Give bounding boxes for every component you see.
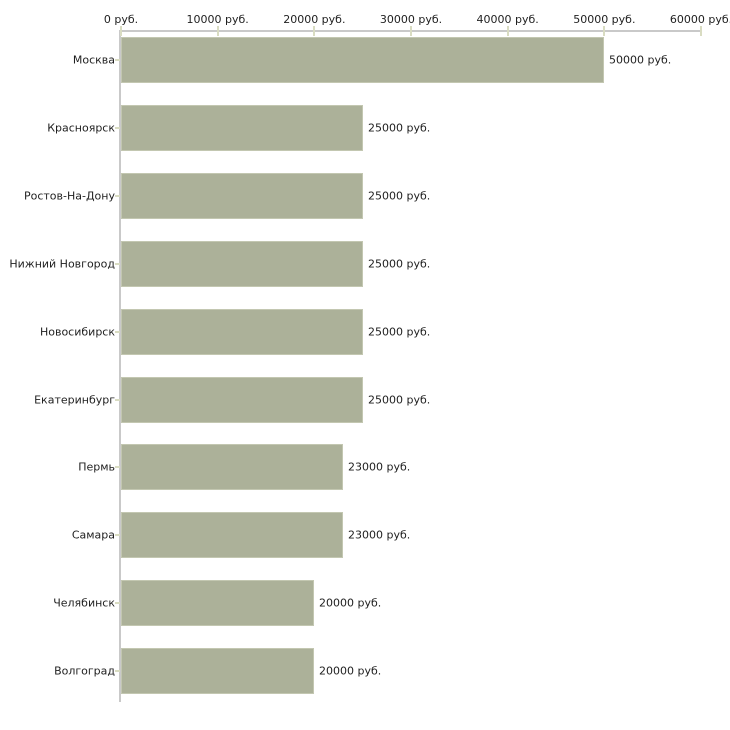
value-label: 25000 руб. (368, 257, 431, 271)
y-axis-tick-mark (115, 194, 120, 197)
bar-9 (121, 580, 314, 627)
x-axis-tick-mark (410, 26, 412, 36)
x-axis-tick-label: 40000 руб. (476, 13, 539, 26)
value-label: 25000 руб. (368, 325, 431, 339)
value-label: 25000 руб. (368, 189, 431, 203)
y-axis-tick-mark (115, 262, 120, 265)
category-label: Красноярск (47, 121, 115, 135)
bar-6 (121, 376, 363, 423)
y-axis-tick-mark (115, 330, 120, 333)
y-axis-tick-mark (115, 670, 120, 673)
category-label: Пермь (78, 460, 115, 474)
bar-2 (121, 104, 363, 151)
x-axis-tick-label: 50000 руб. (573, 13, 636, 26)
x-axis-tick-label: 0 руб. (103, 13, 139, 26)
x-axis-tick-label: 20000 руб. (283, 13, 346, 26)
y-axis-tick-mark (115, 59, 120, 61)
value-label: 25000 руб. (368, 121, 431, 135)
y-axis-tick-mark (115, 602, 120, 605)
x-axis-tick-mark (120, 26, 122, 36)
x-axis-tick-mark (700, 26, 702, 36)
x-axis-tick-label: 10000 руб. (186, 13, 249, 26)
value-label: 23000 руб. (348, 460, 411, 474)
y-axis-tick-mark (115, 398, 120, 401)
category-label: Ростов-На-Дону (23, 189, 115, 203)
category-label: Волгоград (54, 664, 115, 678)
category-label: Самара (71, 528, 115, 542)
category-label: Нижний Новгород (9, 257, 115, 271)
category-label: Екатеринбург (34, 393, 115, 406)
category-label: Челябинск (53, 596, 115, 610)
y-axis-line (119, 30, 121, 702)
category-label: Новосибирск (39, 325, 115, 339)
x-axis-tick-label: 30000 руб. (379, 13, 443, 26)
value-label: 25000 руб. (368, 393, 431, 406)
x-axis-tick-mark (603, 26, 606, 36)
bar-7 (121, 444, 343, 491)
bar-5 (121, 308, 363, 355)
x-axis-tick-mark (313, 26, 316, 36)
y-axis-tick-mark (115, 534, 120, 537)
bar-8 (121, 512, 343, 559)
bar-1 (121, 37, 604, 83)
value-label: 20000 руб. (319, 596, 382, 610)
bar-4 (121, 240, 363, 287)
value-label: 20000 руб. (319, 664, 382, 678)
category-label: Москва (72, 53, 115, 67)
x-axis-tick-mark (216, 26, 219, 36)
y-axis-tick-mark (115, 466, 120, 469)
value-label: 23000 руб. (348, 528, 411, 542)
bar-3 (121, 172, 363, 219)
x-axis-tick-mark (506, 26, 509, 36)
x-axis-tick-label: 60000 руб. (669, 13, 730, 26)
value-label: 50000 руб. (609, 53, 672, 67)
y-axis-tick-mark (115, 126, 120, 129)
bar-10 (121, 648, 314, 695)
